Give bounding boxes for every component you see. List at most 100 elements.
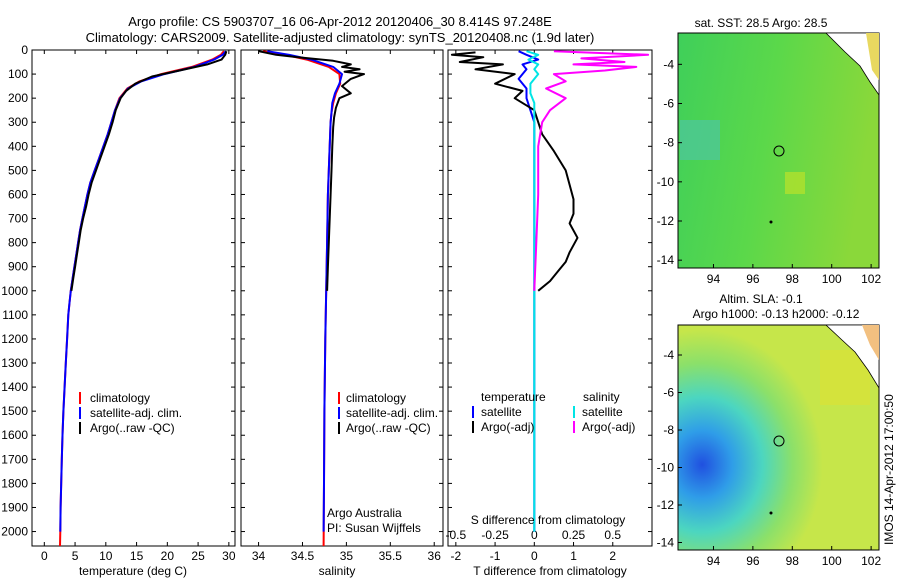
sla-argo-position-marker — [773, 435, 785, 447]
s-tick-label: 0.5 — [604, 528, 621, 542]
x-tick-label: 34.5 — [291, 549, 315, 563]
t-difference-axis-label: T difference from climatology — [473, 564, 627, 578]
legend-label-t-argo: Argo(-adj) — [481, 420, 534, 434]
x-tick-label: -1 — [490, 549, 501, 563]
sst-map — [677, 32, 880, 269]
map-y-tick-label: -4 — [663, 348, 674, 362]
legend-label-s-satellite: satellite — [582, 405, 623, 419]
series-line — [262, 50, 342, 547]
map-y-tick-label: -14 — [657, 253, 675, 267]
map-x-tick-label: 98 — [786, 272, 800, 286]
footer-stamp: IMOS 14-Apr-2012 17:00:50 — [882, 394, 896, 545]
series-line — [267, 50, 343, 532]
legend-label-climatology: climatology — [90, 391, 150, 405]
map-x-tick-label: 98 — [786, 554, 800, 568]
map-x-tick-label: 100 — [822, 272, 842, 286]
legend-label-s-argo: Argo(-adj) — [582, 420, 635, 434]
depth-tick-label: 0 — [21, 43, 28, 57]
sst-map-title: sat. SST: 28.5 Argo: 28.5 — [695, 16, 828, 30]
sla-map — [677, 324, 880, 551]
x-tick-label: 5 — [72, 549, 79, 563]
map-x-tick-label: 102 — [861, 272, 881, 286]
difference-legend: temperature salinity satellite Argo(-adj… — [471, 390, 636, 527]
map-x-tick-label: 96 — [746, 554, 760, 568]
legend-title-salinity: salinity — [583, 390, 620, 404]
depth-tick-label: 500 — [8, 163, 28, 177]
map-y-tick-label: -8 — [663, 136, 674, 150]
legend-label-argo: Argo(..raw -QC) — [346, 421, 431, 435]
temperature-axis-label: temperature (deg C) — [79, 564, 187, 578]
depth-tick-label: 1000 — [1, 284, 28, 298]
temperature-panel-frame — [31, 49, 236, 547]
depth-tick-label: 600 — [8, 187, 28, 201]
sla-map-title-1: Altim. SLA: -0.1 — [719, 292, 803, 306]
map-y-tick-label: -12 — [657, 214, 675, 228]
map-x-tick-label: 96 — [746, 272, 760, 286]
legend-label-argo: Argo(..raw -QC) — [90, 421, 175, 435]
depth-tick-label: 1900 — [1, 500, 28, 514]
x-tick-label: 2 — [609, 549, 616, 563]
map-y-tick-label: -6 — [663, 97, 674, 111]
x-tick-label: 30 — [222, 549, 236, 563]
depth-tick-label: 2000 — [1, 525, 28, 539]
depth-tick-label: 700 — [8, 212, 28, 226]
x-tick-label: 0 — [531, 549, 538, 563]
s-tick-label: -0.25 — [481, 528, 509, 542]
depth-tick-label: 1300 — [1, 356, 28, 370]
sla-map-title-2: Argo h1000: -0.13 h2000: -0.12 — [693, 307, 860, 321]
sst-warm-patch — [785, 172, 805, 194]
x-tick-label: 25 — [191, 549, 205, 563]
x-tick-label: 36 — [428, 549, 442, 563]
s-tick-label: 0 — [531, 528, 538, 542]
depth-tick-label: 1400 — [1, 380, 28, 394]
s-tick-label: -0.5 — [446, 528, 467, 542]
depth-tick-label: 1800 — [1, 476, 28, 490]
map-y-tick-label: -4 — [663, 57, 674, 71]
s-tick-label: 0.25 — [562, 528, 586, 542]
sst-argo-position-marker — [773, 145, 785, 157]
difference-panel-frame — [447, 49, 653, 547]
sla-map-axes: 94 96 98 100 102 -4 -6 -8 -10 -12 -14 — [657, 348, 882, 568]
depth-tick-label: 1500 — [1, 404, 28, 418]
x-tick-label: -2 — [451, 549, 462, 563]
header-line-2: Climatology: CARS2009. Satellite-adjuste… — [86, 30, 595, 45]
depth-tick-label: 100 — [8, 67, 28, 81]
map-x-tick-label: 100 — [822, 554, 842, 568]
legend-label-satellite: satellite-adj. clim. — [90, 406, 182, 420]
series-line — [526, 50, 540, 532]
map-x-tick-label: 94 — [707, 554, 721, 568]
depth-tick-label: 1200 — [1, 332, 28, 346]
salinity-panel-frame — [240, 49, 444, 547]
depth-tick-label: 1100 — [2, 308, 28, 322]
series-line — [59, 50, 225, 547]
series-line — [450, 51, 579, 292]
temperature-legend: climatology satellite-adj. clim. Argo(..… — [79, 391, 182, 435]
sst-map-axes: 94 96 98 100 102 -4 -6 -8 -10 -12 -14 — [657, 57, 882, 286]
annotation-argo-australia: Argo Australia — [327, 506, 402, 520]
legend-title-temperature: temperature — [481, 390, 546, 404]
sla-coast-patch — [862, 325, 879, 360]
x-tick-label: 10 — [99, 549, 113, 563]
salinity-plot: 34 34.5 35 35.5 36 — [241, 49, 443, 563]
difference-plot: -2 -1 0 1 2 -0.5 -0.25 0 0.25 0.5 — [446, 49, 652, 563]
x-tick-label: 0 — [41, 549, 48, 563]
x-tick-label: 35.5 — [379, 549, 403, 563]
map-x-tick-label: 102 — [861, 554, 881, 568]
depth-tick-label: 1600 — [1, 428, 28, 442]
annotation-pi: PI: Susan Wijffels — [327, 521, 421, 535]
map-x-tick-label: 94 — [707, 272, 721, 286]
salinity-axis-label: salinity — [319, 564, 356, 578]
temperature-plot: 0 5 10 15 20 25 30 — [32, 49, 236, 563]
map-y-tick-label: -12 — [657, 498, 675, 512]
legend-label-climatology: climatology — [346, 391, 406, 405]
header-line-1: Argo profile: CS 5903707_16 06-Apr-2012 … — [128, 14, 552, 29]
series-line — [258, 50, 365, 291]
legend-label-satellite: satellite-adj. clim. — [346, 406, 438, 420]
series-line — [59, 50, 227, 532]
depth-tick-label: 1700 — [1, 452, 28, 466]
sst-cool-patch — [680, 120, 720, 160]
depth-tick-label: 400 — [8, 139, 28, 153]
depth-tick-label: 800 — [8, 236, 28, 250]
map-y-tick-label: -8 — [663, 423, 674, 437]
